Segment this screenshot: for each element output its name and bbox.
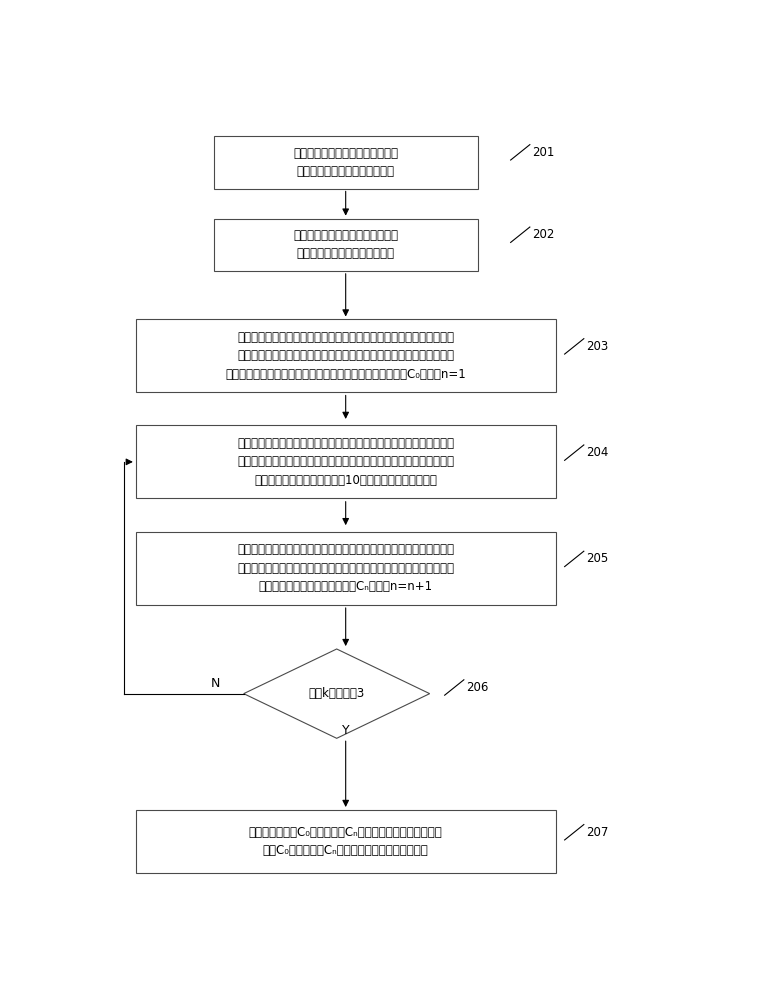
Text: 203: 203: [586, 340, 608, 353]
Text: 206: 206: [466, 681, 488, 694]
FancyBboxPatch shape: [135, 425, 556, 498]
Text: 201: 201: [532, 146, 554, 159]
Text: 获取到初始化指令后，对六氟化硫
泄漏率检测平台进行初始化操作: 获取到初始化指令后，对六氟化硫 泄漏率检测平台进行初始化操作: [293, 147, 398, 178]
Text: 获取到抽真空指令后，对六氟化硫
泄漏率检测平台进行抽真空操作: 获取到抽真空指令后，对六氟化硫 泄漏率检测平台进行抽真空操作: [293, 229, 398, 260]
Text: N: N: [211, 677, 221, 690]
FancyBboxPatch shape: [135, 319, 556, 392]
Text: Y: Y: [342, 724, 350, 737]
FancyBboxPatch shape: [135, 810, 556, 873]
Text: 202: 202: [532, 228, 554, 241]
Polygon shape: [244, 649, 430, 738]
Text: 获取到第三连接指令后，控制六氟化硫泄漏率检测平台通过标准接气孔
与标准纯度检测仪连接，使得标准纯度检测仪对标准气池进行六氟化硫
气体的纯度检测，得到气体纯度Cₙ: 获取到第三连接指令后，控制六氟化硫泄漏率检测平台通过标准接气孔 与标准纯度检测仪…: [237, 543, 454, 593]
FancyBboxPatch shape: [135, 532, 556, 605]
Text: 205: 205: [586, 552, 608, 565]
Text: 207: 207: [586, 826, 608, 839]
FancyBboxPatch shape: [214, 136, 478, 189]
Text: 获取到标准纯度C₀和气体纯度Cₙ，通过预置第一公式对标准
纯度C₀、气体纯度Cₙ进行计算得到气体标准泄漏率: 获取到标准纯度C₀和气体纯度Cₙ，通过预置第一公式对标准 纯度C₀、气体纯度Cₙ…: [248, 826, 443, 857]
Text: 204: 204: [586, 446, 608, 459]
Text: 判断k是否大于3: 判断k是否大于3: [309, 687, 365, 700]
Text: 获取到第二连接指令后，控制六氟化硫泄漏率检测平台通过标准接气孔
与待检六氟化硫在线检测仪连接，使得待检六氟化硫在线检测仪对标准
气池的六氟化硫气体循环执行10次: 获取到第二连接指令后，控制六氟化硫泄漏率检测平台通过标准接气孔 与待检六氟化硫在…: [237, 437, 454, 487]
FancyBboxPatch shape: [214, 219, 478, 271]
Text: 获取到第一连接指令后，控制六氟化硫泄漏率检测平台通过标准接气孔
与标准纯度检测仪连接，使得标准纯度检测仪对六氟化硫泄漏率检测平
台的标准气池进行六氟化硫气体的纯: 获取到第一连接指令后，控制六氟化硫泄漏率检测平台通过标准接气孔 与标准纯度检测仪…: [225, 331, 466, 381]
